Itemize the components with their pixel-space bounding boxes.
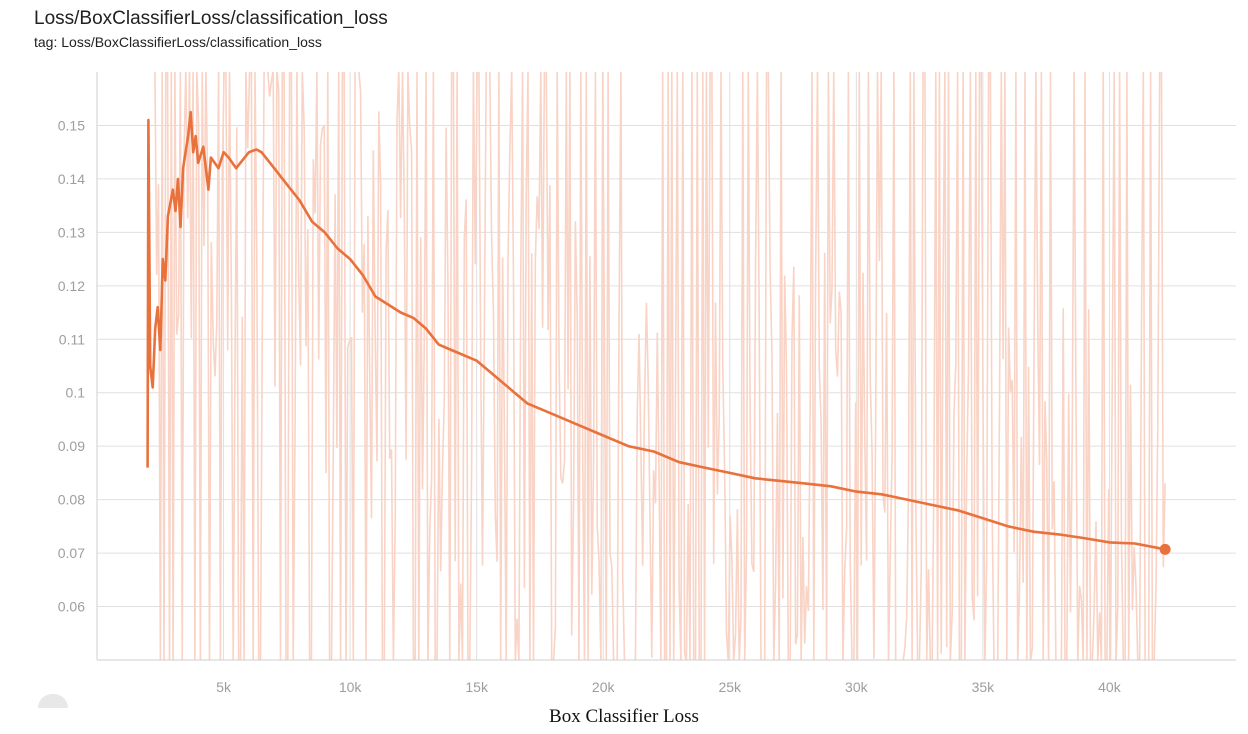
y-tick-label: 0.1 bbox=[66, 385, 86, 401]
x-tick-label: 15k bbox=[465, 679, 489, 695]
x-tick-label: 10k bbox=[339, 679, 363, 695]
figure-caption: Box Classifier Loss bbox=[549, 706, 699, 727]
x-tick-label: 20k bbox=[592, 679, 616, 695]
loss-chart[interactable]: 0.06 0.07 0.08 0.09 0.1 0.11 0.12 0.13 0.14 0.15 5… bbox=[0, 0, 1248, 700]
x-tick-label: 25k bbox=[718, 679, 742, 695]
tick-labels: 0.06 0.07 0.08 0.09 0.1 0.11 0.12 0.13 0.14 0.15 5… bbox=[58, 117, 1122, 695]
chart-tag: tag: Loss/BoxClassifierLoss/classificati… bbox=[34, 34, 322, 50]
y-tick-label: 0.09 bbox=[58, 438, 85, 454]
smoothed-series[interactable] bbox=[146, 110, 1171, 555]
raw-series bbox=[154, 72, 1166, 660]
y-tick-label: 0.08 bbox=[58, 492, 85, 508]
y-tick-label: 0.15 bbox=[58, 117, 85, 133]
last-point-marker[interactable] bbox=[1159, 543, 1171, 555]
expand-chart-button[interactable] bbox=[38, 694, 68, 708]
y-tick-label: 0.12 bbox=[58, 278, 85, 294]
x-tick-label: 40k bbox=[1098, 679, 1122, 695]
y-tick-label: 0.11 bbox=[59, 331, 85, 347]
chart-card: Loss/BoxClassifierLoss/classification_lo… bbox=[0, 0, 1248, 708]
chart-title: Loss/BoxClassifierLoss/classification_lo… bbox=[34, 8, 388, 29]
axes bbox=[96, 72, 1236, 661]
y-tick-label: 0.06 bbox=[58, 599, 85, 615]
x-tick-label: 30k bbox=[845, 679, 869, 695]
y-tick-label: 0.07 bbox=[58, 545, 85, 561]
y-tick-label: 0.14 bbox=[58, 171, 85, 187]
raw-line bbox=[154, 72, 1166, 660]
smoothed-line[interactable] bbox=[146, 110, 1166, 551]
x-tick-label: 5k bbox=[216, 679, 232, 695]
y-tick-label: 0.13 bbox=[58, 224, 85, 240]
x-tick-label: 35k bbox=[972, 679, 996, 695]
grid-lines bbox=[97, 72, 1236, 660]
